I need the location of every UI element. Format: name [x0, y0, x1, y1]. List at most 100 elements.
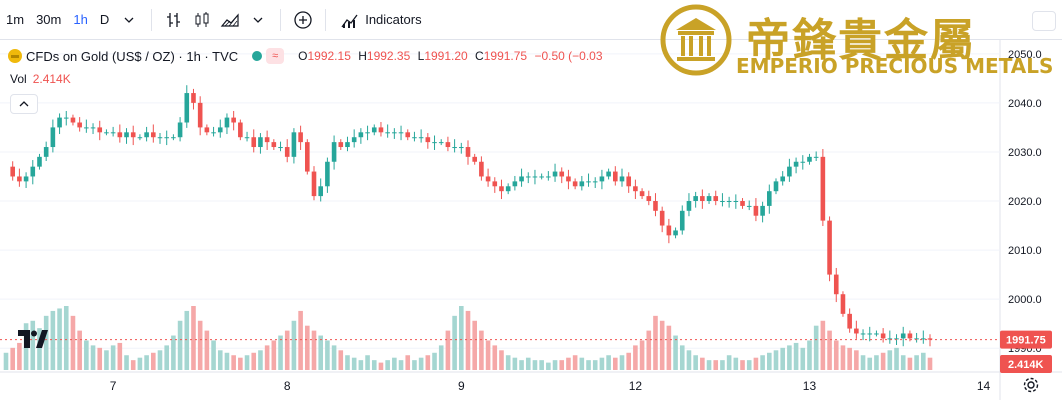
volume-bar [472, 320, 477, 370]
candle-body [559, 171, 565, 177]
volume-bar [546, 362, 551, 370]
price-tick-label: 2010.0 [1008, 245, 1042, 257]
candle-body [37, 156, 42, 167]
volume-bar [445, 330, 451, 370]
volume-bar [432, 352, 437, 370]
volume-bar [613, 357, 618, 370]
tradingview-logo-icon[interactable] [18, 330, 48, 348]
candle-body [914, 338, 919, 340]
candle-body [137, 137, 143, 139]
volume-bar [124, 355, 129, 370]
volume-bar [217, 350, 223, 370]
volume-bar [43, 315, 49, 370]
candle-body [465, 147, 471, 157]
chart-settings-button[interactable] [1032, 11, 1056, 31]
candle-body [700, 196, 705, 201]
volume-bar [298, 310, 303, 370]
interval-30m[interactable]: 30m [36, 12, 62, 27]
indicators-button[interactable]: Indicators [334, 6, 427, 34]
candle-body [760, 205, 765, 216]
volume-bar [70, 315, 76, 370]
interval-1m[interactable]: 1m [6, 12, 25, 27]
volume-bar [465, 310, 471, 370]
candle-body [211, 132, 216, 134]
candle-body [720, 201, 725, 202]
price-chart[interactable]: 1990.02000.02010.02020.02030.02040.02050… [0, 40, 1062, 400]
candle-body [338, 142, 344, 148]
volume-bar [552, 360, 558, 370]
last-volume-badge [1000, 355, 1052, 373]
delayed-data-icon[interactable]: ≈ [266, 48, 285, 64]
volume-bar [800, 347, 806, 370]
volume-bar [793, 342, 799, 370]
candle-body [666, 225, 672, 236]
market-status-icon[interactable] [252, 51, 263, 61]
volume-bar [666, 325, 672, 370]
volume-bar [271, 340, 277, 370]
candle-body [679, 210, 685, 231]
price-tick-label: 2050.0 [1008, 49, 1042, 61]
candle-body [177, 122, 183, 138]
last-price-badge [1000, 330, 1052, 349]
bar-chart-type-icon[interactable] [160, 6, 188, 34]
candle-body [184, 93, 190, 123]
volume-bar [639, 340, 645, 370]
volume-bar [653, 315, 658, 370]
chart-type-dropdown-icon[interactable] [244, 6, 272, 34]
volume-bar [733, 357, 739, 370]
candle-body [345, 142, 350, 148]
candle-body [633, 186, 638, 192]
volume-bar [880, 352, 886, 370]
candle-chart-type-icon[interactable] [188, 6, 216, 34]
candle-body [854, 328, 859, 334]
candle-body [546, 176, 551, 178]
volume-bar [706, 360, 712, 370]
volume-bar [204, 330, 210, 370]
candle-body [693, 196, 698, 201]
symbol-title[interactable]: CFDs on Gold (US$ / OZ) · 1h · TVC [26, 48, 239, 64]
candle-body [10, 166, 15, 177]
volume-label: Vol [10, 72, 27, 86]
volume-bar [164, 345, 169, 370]
volume-bar [619, 355, 625, 370]
interval-1h[interactable]: 1h [73, 12, 88, 27]
gear-icon[interactable] [1022, 376, 1040, 394]
volume-value: 2.414K [32, 72, 71, 86]
volume-bar [405, 355, 411, 370]
interval-dropdown-icon[interactable] [115, 6, 143, 34]
candle-body [874, 333, 879, 335]
candle-body [787, 166, 792, 177]
volume-bar [224, 352, 230, 370]
volume-bar [726, 355, 732, 370]
watermark-latin-text: EMPERIO PRECIOUS METALS [736, 54, 1054, 78]
candle-body [258, 137, 263, 148]
candle-body [84, 127, 89, 129]
candle-body [311, 171, 317, 197]
candle-body [110, 132, 116, 134]
volume-bar [378, 362, 384, 370]
candle-body [23, 176, 29, 182]
collapse-legend-button[interactable] [10, 94, 38, 114]
volume-bar [459, 306, 464, 370]
candle-body [613, 171, 618, 182]
candle-body [365, 132, 370, 134]
candle-body [499, 186, 504, 192]
volume-bar [659, 320, 665, 370]
volume-bar [130, 360, 136, 370]
interval-d[interactable]: D [99, 12, 110, 27]
candle-body [385, 132, 390, 134]
volume-bar [231, 355, 236, 370]
candle-body [780, 176, 785, 182]
compare-add-icon[interactable] [289, 6, 317, 34]
candle-body [43, 147, 49, 157]
volume-bar [525, 357, 531, 370]
volume-bar [17, 342, 22, 370]
candle-body [432, 142, 437, 144]
candle-body [773, 181, 779, 192]
volume-bar [479, 330, 484, 370]
volume-bar [592, 360, 598, 370]
candle-body [325, 161, 330, 187]
candle-body [130, 132, 136, 138]
area-chart-type-icon[interactable] [216, 6, 244, 34]
candle-body [412, 137, 417, 139]
